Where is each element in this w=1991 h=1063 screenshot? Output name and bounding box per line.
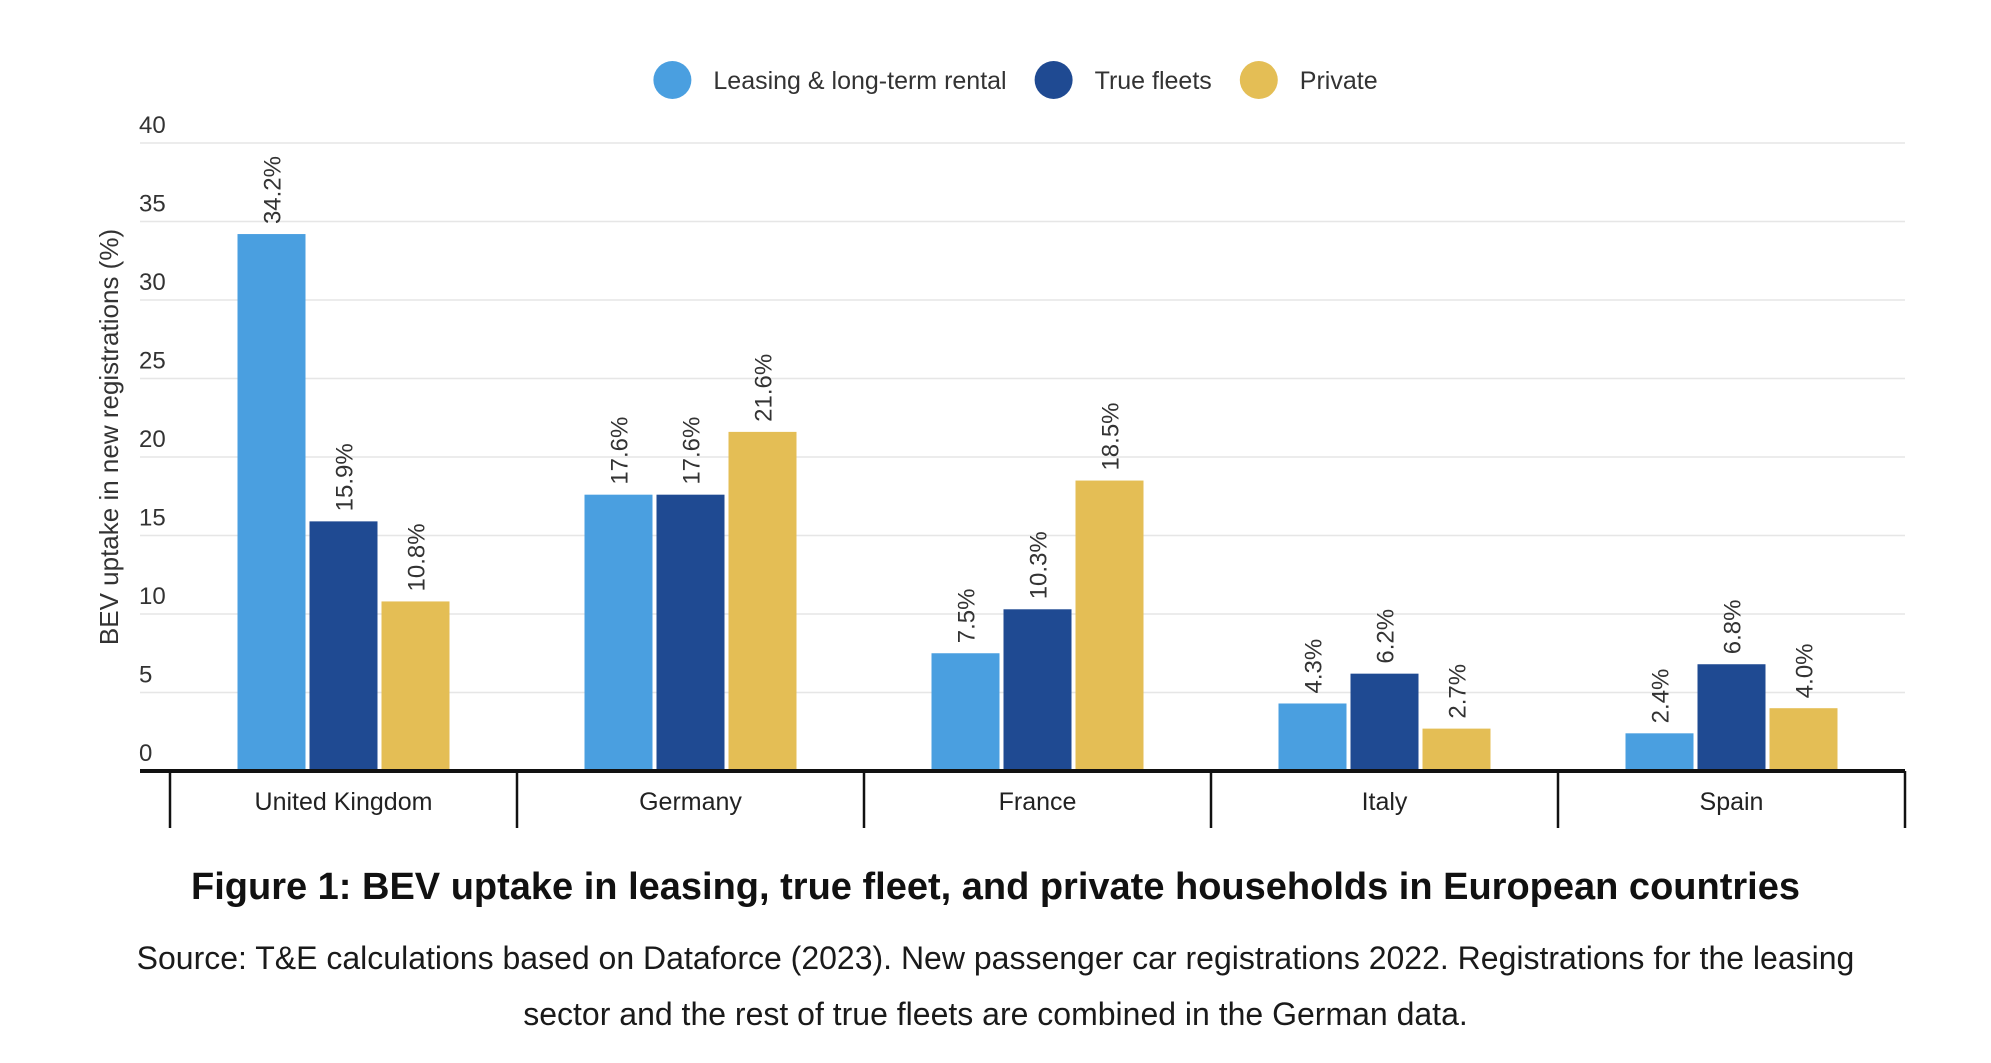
bar-data-label: 18.5% bbox=[1098, 402, 1125, 470]
bar-data-label: 2.4% bbox=[1648, 669, 1675, 724]
legend-item: Leasing & long-term rental bbox=[653, 61, 1007, 99]
legend-label: True fleets bbox=[1095, 67, 1212, 95]
bar bbox=[1697, 664, 1766, 771]
bar-data-label: 6.8% bbox=[1720, 600, 1747, 655]
bar bbox=[1278, 703, 1347, 771]
figure-title: Figure 1: BEV uptake in leasing, true fl… bbox=[191, 866, 1800, 908]
x-axis: United Kingdom Germany France Italy Spain bbox=[140, 769, 1907, 828]
x-tick-label: France bbox=[999, 788, 1077, 816]
bar-data-label: 17.6% bbox=[607, 417, 634, 485]
bar bbox=[931, 653, 1000, 771]
y-tick-label: 40 bbox=[139, 112, 166, 139]
bar-chart: Leasing & long-term rental True fleets Pri… bbox=[94, 61, 1907, 828]
x-tick-label: Spain bbox=[1700, 788, 1764, 816]
bar bbox=[1422, 728, 1491, 771]
y-tick-label: 25 bbox=[139, 348, 166, 375]
legend-swatch bbox=[653, 61, 692, 99]
bar bbox=[381, 601, 450, 771]
y-tick-label: 35 bbox=[139, 191, 166, 218]
x-tick-label: United Kingdom bbox=[255, 788, 433, 816]
y-axis-label: BEV uptake in new registrations (%) bbox=[94, 229, 124, 645]
bar-data-label: 34.2% bbox=[260, 156, 287, 224]
bar-data-label: 7.5% bbox=[954, 589, 981, 644]
legend-item: Private bbox=[1239, 61, 1378, 99]
bar-data-label: 21.6% bbox=[751, 354, 778, 422]
legend-item: True fleets bbox=[1034, 61, 1212, 99]
bar bbox=[1003, 609, 1072, 771]
x-tick-label: Germany bbox=[639, 788, 742, 816]
y-tick-label: 30 bbox=[139, 269, 166, 296]
bar-data-label: 15.9% bbox=[332, 443, 359, 511]
legend-swatch bbox=[1034, 61, 1073, 99]
y-tick-label: 5 bbox=[139, 662, 152, 689]
x-tick-label: Italy bbox=[1362, 788, 1408, 816]
legend-label: Leasing & long-term rental bbox=[713, 67, 1006, 95]
bar-data-label: 17.6% bbox=[679, 417, 706, 485]
y-tick-label: 0 bbox=[139, 740, 152, 767]
bar-data-label: 6.2% bbox=[1373, 609, 1400, 664]
data-labels: 34.2% 15.9% 10.8% 17.6% 17.6% 21.6% 7.5% 10.3% 1… bbox=[260, 156, 1819, 723]
bar bbox=[309, 521, 378, 771]
bar-data-label: 2.7% bbox=[1445, 664, 1472, 719]
bar bbox=[1625, 733, 1694, 771]
y-tick-label: 20 bbox=[139, 426, 166, 453]
legend-swatch bbox=[1239, 61, 1278, 99]
y-tick-label: 10 bbox=[139, 583, 166, 610]
y-tick-label: 15 bbox=[139, 505, 166, 532]
bar-data-label: 4.0% bbox=[1792, 643, 1819, 698]
bar bbox=[656, 494, 725, 771]
y-axis-ticks: 0 5 10 15 20 25 30 35 40 bbox=[139, 112, 166, 767]
bar-data-label: 10.8% bbox=[404, 523, 431, 591]
bar bbox=[237, 234, 306, 771]
bar bbox=[728, 431, 797, 771]
bar bbox=[1769, 708, 1838, 771]
legend-label: Private bbox=[1300, 67, 1378, 95]
bar-data-label: 4.3% bbox=[1301, 639, 1328, 694]
bar bbox=[584, 494, 653, 771]
bars bbox=[237, 234, 1838, 771]
bar-data-label: 10.3% bbox=[1026, 531, 1053, 599]
bar bbox=[1075, 480, 1144, 771]
bar bbox=[1350, 673, 1419, 771]
figure-source: Source: T&E calculations based on Datafo… bbox=[136, 940, 1855, 1032]
legend: Leasing & long-term rental True fleets Pri… bbox=[653, 61, 1378, 99]
